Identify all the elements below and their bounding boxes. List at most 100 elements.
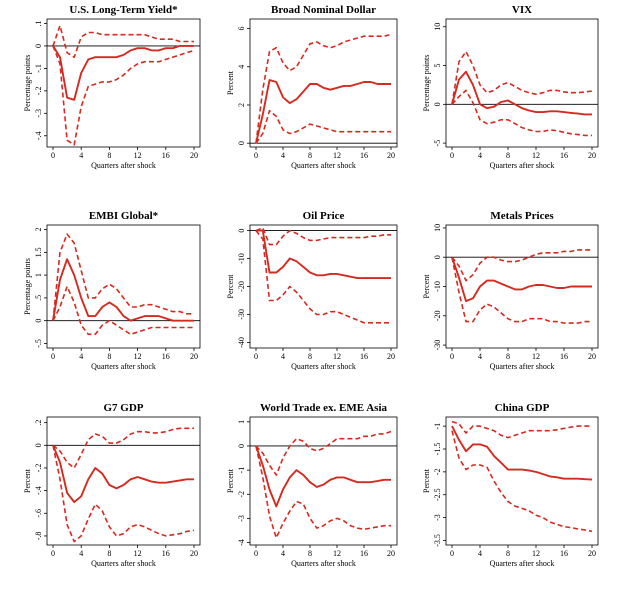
lower-band-line — [451, 89, 592, 137]
y-tick-label: -2 — [237, 491, 246, 498]
estimate-line — [451, 256, 592, 303]
x-tick-label: 16 — [162, 151, 170, 160]
x-tick-label: 8 — [506, 549, 510, 558]
upper-band-line — [451, 420, 592, 439]
x-tick-label: 8 — [506, 151, 510, 160]
estimate-line — [451, 70, 592, 116]
y-tick-label: 5 — [433, 64, 442, 68]
x-tick-label: 12 — [532, 151, 540, 160]
y-tick-label: -.2 — [34, 464, 43, 473]
x-tick-label: 16 — [560, 549, 568, 558]
x-tick-label: 16 — [162, 549, 170, 558]
chart-panel-2: Broad Nominal Dollar 0 2 4 6 0 4 8 12 16 20 Quarter… — [226, 4, 398, 170]
chart-panel-5: Oil Price -40 -30 -20 -10 0 0 4 8 12 16 20 Quarters … — [226, 210, 398, 371]
y-tick-label: -10 — [433, 281, 442, 292]
upper-band-line — [52, 233, 194, 321]
lower-band-line — [255, 445, 391, 539]
chart-title: China GDP — [495, 402, 550, 414]
x-tick-label: 20 — [190, 352, 198, 361]
x-tick-label: 8 — [107, 352, 111, 361]
lower-band-line — [52, 285, 194, 336]
y-axis-label: Percentage points — [422, 55, 431, 112]
y-tick-label: -1 — [237, 467, 246, 474]
plot-frame — [46, 224, 201, 349]
y-tick-label: 0 — [34, 443, 43, 447]
y-tick-label: -.6 — [34, 509, 43, 518]
y-tick-label: -.5 — [34, 339, 43, 348]
x-tick-label: 4 — [478, 549, 482, 558]
y-tick-label: -20 — [433, 310, 442, 321]
chart-panel-4: EMBI Global*-.50.511.520 4 8 12 16 20Quarters… — [23, 210, 201, 371]
lower-band-line — [255, 109, 391, 144]
x-tick-label: 4 — [79, 352, 83, 361]
y-tick-label: 2 — [34, 228, 43, 232]
y-tick-label: -.8 — [34, 532, 43, 541]
y-tick-label: -.1 — [34, 64, 43, 73]
x-axis-label: Quarters after shock — [490, 559, 555, 568]
upper-band-line — [255, 227, 391, 246]
lower-band-line — [52, 445, 195, 543]
y-tick-label: -4 — [237, 539, 246, 546]
x-tick-label: 20 — [387, 151, 395, 160]
y-tick-label: -.3 — [34, 109, 43, 118]
plot-frame — [249, 18, 398, 148]
x-tick-label: 16 — [162, 352, 170, 361]
x-tick-label: 12 — [532, 549, 540, 558]
x-tick-label: 8 — [107, 151, 111, 160]
x-axis-label: Quarters after shock — [490, 161, 555, 170]
x-tick-label: 12 — [134, 151, 142, 160]
x-tick-label: 8 — [308, 151, 312, 160]
x-tick-label: 20 — [588, 151, 596, 160]
x-tick-label: 16 — [360, 352, 368, 361]
y-tick-label: 1 — [34, 273, 43, 277]
x-tick-label: 8 — [308, 549, 312, 558]
x-tick-label: 20 — [190, 549, 198, 558]
x-tick-label: 4 — [281, 151, 285, 160]
x-tick-label: 4 — [478, 352, 482, 361]
lower-band-line — [451, 430, 593, 533]
x-tick-label: 16 — [360, 549, 368, 558]
chart-title: Metals Prices — [490, 210, 554, 222]
estimate-line — [52, 258, 194, 322]
upper-band-line — [255, 33, 392, 144]
y-tick-label: 4 — [237, 65, 246, 69]
chart-panel-7: G7 GDP -.8 -.6 -.4 -.2 0 .2 0 4 8 12 16 20 Quarters a… — [23, 402, 201, 568]
x-tick-label: 0 — [51, 549, 55, 558]
x-tick-label: 8 — [107, 549, 111, 558]
upper-band-line — [255, 430, 392, 476]
y-tick-label: -.4 — [34, 131, 43, 140]
plot-frame — [249, 224, 398, 349]
chart-panel-6: Metals Prices -30 -20 -10 0 10 0 4 8 12 16 20 Quarte… — [422, 210, 599, 371]
y-tick-label: .1 — [34, 20, 43, 26]
x-tick-label: 0 — [254, 151, 258, 160]
upper-band-line — [451, 249, 592, 282]
plot-frame — [445, 416, 599, 546]
y-tick-label: 0 — [433, 255, 442, 259]
x-axis-label: Quarters after shock — [490, 362, 555, 371]
plot-frame — [46, 416, 201, 546]
y-tick-label: -20 — [237, 281, 246, 292]
chart-title: G7 GDP — [103, 402, 143, 414]
lower-band-line — [255, 230, 391, 324]
x-tick-label: 8 — [308, 352, 312, 361]
x-tick-label: 16 — [560, 151, 568, 160]
upper-band-line — [451, 50, 593, 105]
x-tick-label: 0 — [450, 352, 454, 361]
y-tick-label: -5 — [433, 140, 442, 147]
y-axis-label: Percent — [226, 70, 235, 95]
x-tick-label: 12 — [134, 549, 142, 558]
x-tick-label: 20 — [588, 549, 596, 558]
y-tick-label: -3.5 — [433, 534, 442, 547]
x-tick-label: 0 — [51, 151, 55, 160]
x-tick-label: 0 — [254, 352, 258, 361]
y-tick-label: -40 — [237, 337, 246, 348]
x-axis-label: Quarters after shock — [291, 362, 356, 371]
upper-band-line — [52, 427, 194, 469]
estimate-line — [255, 445, 391, 508]
x-tick-label: 4 — [281, 549, 285, 558]
y-axis-label: Percent — [226, 468, 235, 493]
y-tick-label: -30 — [237, 309, 246, 320]
chart-title: Broad Nominal Dollar — [271, 4, 376, 16]
y-tick-label: -.4 — [34, 486, 43, 495]
